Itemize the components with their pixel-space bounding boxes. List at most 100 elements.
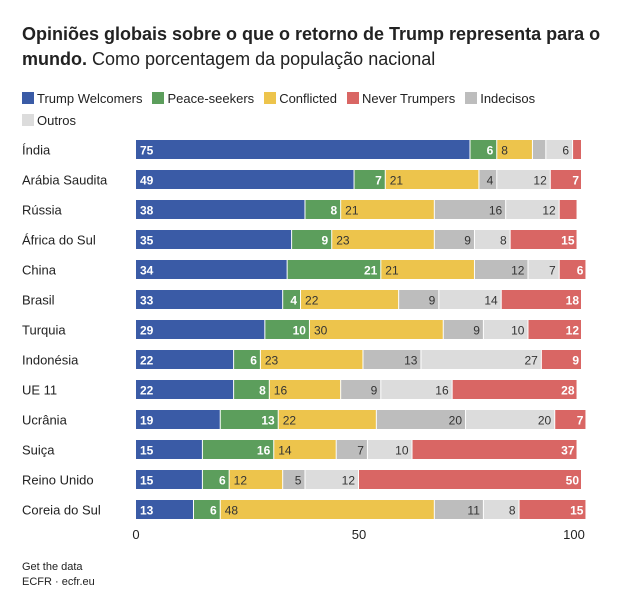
data-label: 6	[210, 504, 217, 518]
bar-segment-conflicted	[220, 500, 434, 519]
bar-segment-indecisos	[283, 470, 305, 489]
data-label: 14	[278, 444, 292, 458]
data-label: 9	[371, 384, 378, 398]
data-label: 8	[330, 204, 337, 218]
data-label: 21	[390, 174, 404, 188]
data-label: 7	[357, 444, 364, 458]
data-label: 13	[261, 414, 275, 428]
x-tick-label: 50	[352, 527, 366, 542]
data-label: 13	[404, 354, 418, 368]
legend-label: Indecisos	[480, 91, 536, 106]
bar-segment-indecisos	[474, 260, 528, 279]
bar-segment-conflicted	[385, 170, 479, 189]
bar-segment-indecisos	[336, 440, 367, 459]
chart-subtitle: Como porcentagem da população nacional	[92, 49, 436, 69]
data-label: 7	[375, 174, 382, 188]
bar-segment-never-trumpers	[555, 410, 586, 429]
bar-segment-trump-welcomers	[136, 500, 193, 519]
bar-segment-trump-welcomers	[136, 380, 234, 399]
source-credit: ECFR · ecfr.eu	[22, 576, 95, 588]
legend-item-peace-seekers: Peace-seekers	[152, 88, 254, 110]
data-label: 48	[225, 504, 239, 518]
data-label: 9	[572, 354, 579, 368]
bar-segment-never-trumpers	[528, 320, 581, 339]
bar-segment-conflicted	[309, 320, 443, 339]
data-label: 14	[484, 294, 498, 308]
get-the-data-link[interactable]: Get the data	[22, 561, 83, 573]
bar-segment-peace-seekers	[193, 500, 220, 519]
category-label: Ucrânia	[22, 413, 68, 428]
bar-segment-peace-seekers	[292, 230, 332, 249]
data-label: 8	[500, 234, 507, 248]
data-label: 22	[140, 384, 154, 398]
data-label: 18	[566, 294, 580, 308]
data-label: 49	[140, 174, 154, 188]
data-label: 4	[290, 294, 297, 308]
bar-segment-peace-seekers	[470, 140, 497, 159]
legend-label: Peace-seekers	[167, 91, 255, 106]
bar-segment-trump-welcomers	[136, 230, 292, 249]
category-label: Coreia do Sul	[22, 503, 101, 518]
bar-segment-trump-welcomers	[136, 440, 202, 459]
bar-segment-conflicted	[269, 380, 341, 399]
data-label: 21	[364, 264, 378, 278]
bar-segment-outros	[528, 260, 559, 279]
legend-swatch	[22, 92, 34, 104]
bar-segment-never-trumpers	[452, 380, 577, 399]
data-label: 16	[435, 384, 449, 398]
data-label: 10	[293, 324, 307, 338]
data-label: 12	[533, 174, 547, 188]
data-label: 6	[487, 144, 494, 158]
data-label: 8	[509, 504, 516, 518]
data-label: 21	[345, 204, 359, 218]
bar-segment-peace-seekers	[202, 470, 229, 489]
data-label: 50	[566, 474, 580, 488]
bar-segment-never-trumpers	[412, 440, 577, 459]
bar-segment-never-trumpers	[550, 170, 581, 189]
data-label: 29	[140, 324, 154, 338]
bar-segment-conflicted	[381, 260, 474, 279]
bar-segment-conflicted	[332, 230, 434, 249]
data-label: 15	[561, 234, 575, 248]
data-label: 12	[342, 474, 356, 488]
data-label: 35	[140, 234, 154, 248]
bar-segment-outros	[466, 410, 555, 429]
bar-segment-indecisos	[532, 140, 546, 159]
data-label: 7	[572, 174, 579, 188]
bar-segment-trump-welcomers	[136, 350, 234, 369]
data-label: 16	[489, 204, 503, 218]
data-label: 9	[322, 234, 329, 248]
data-label: 8	[501, 144, 508, 158]
bar-segment-never-trumpers	[559, 260, 586, 279]
bar-segment-peace-seekers	[220, 410, 278, 429]
legend-swatch	[264, 92, 277, 104]
bar-segment-outros	[483, 320, 528, 339]
bar-segment-trump-welcomers	[136, 290, 283, 309]
data-label: 22	[305, 294, 319, 308]
data-label: 11	[467, 504, 480, 518]
data-label: 9	[429, 294, 436, 308]
category-label: Suiça	[22, 443, 55, 458]
data-label: 5	[295, 474, 302, 488]
bar-segment-trump-welcomers	[136, 320, 265, 339]
data-label: 16	[257, 444, 271, 458]
bar-segment-outros	[381, 380, 452, 399]
bar-segment-trump-welcomers	[136, 170, 354, 189]
bar-segment-never-trumpers	[573, 140, 581, 159]
bar-segment-peace-seekers	[354, 170, 385, 189]
data-label: 22	[140, 354, 154, 368]
category-label: África do Sul	[22, 233, 96, 248]
bar-segment-outros	[474, 230, 510, 249]
data-label: 4	[487, 174, 494, 188]
data-label: 12	[566, 324, 580, 338]
bar-segment-peace-seekers	[234, 380, 269, 399]
bar-segment-never-trumpers	[559, 200, 577, 219]
data-label: 13	[140, 504, 154, 518]
data-label: 10	[395, 444, 409, 458]
category-label: China	[22, 263, 57, 278]
x-tick-label: 0	[132, 527, 139, 542]
data-label: 28	[561, 384, 575, 398]
bar-segment-indecisos	[434, 200, 506, 219]
bar-segment-conflicted	[301, 290, 399, 309]
category-label: UE 11	[22, 383, 57, 398]
